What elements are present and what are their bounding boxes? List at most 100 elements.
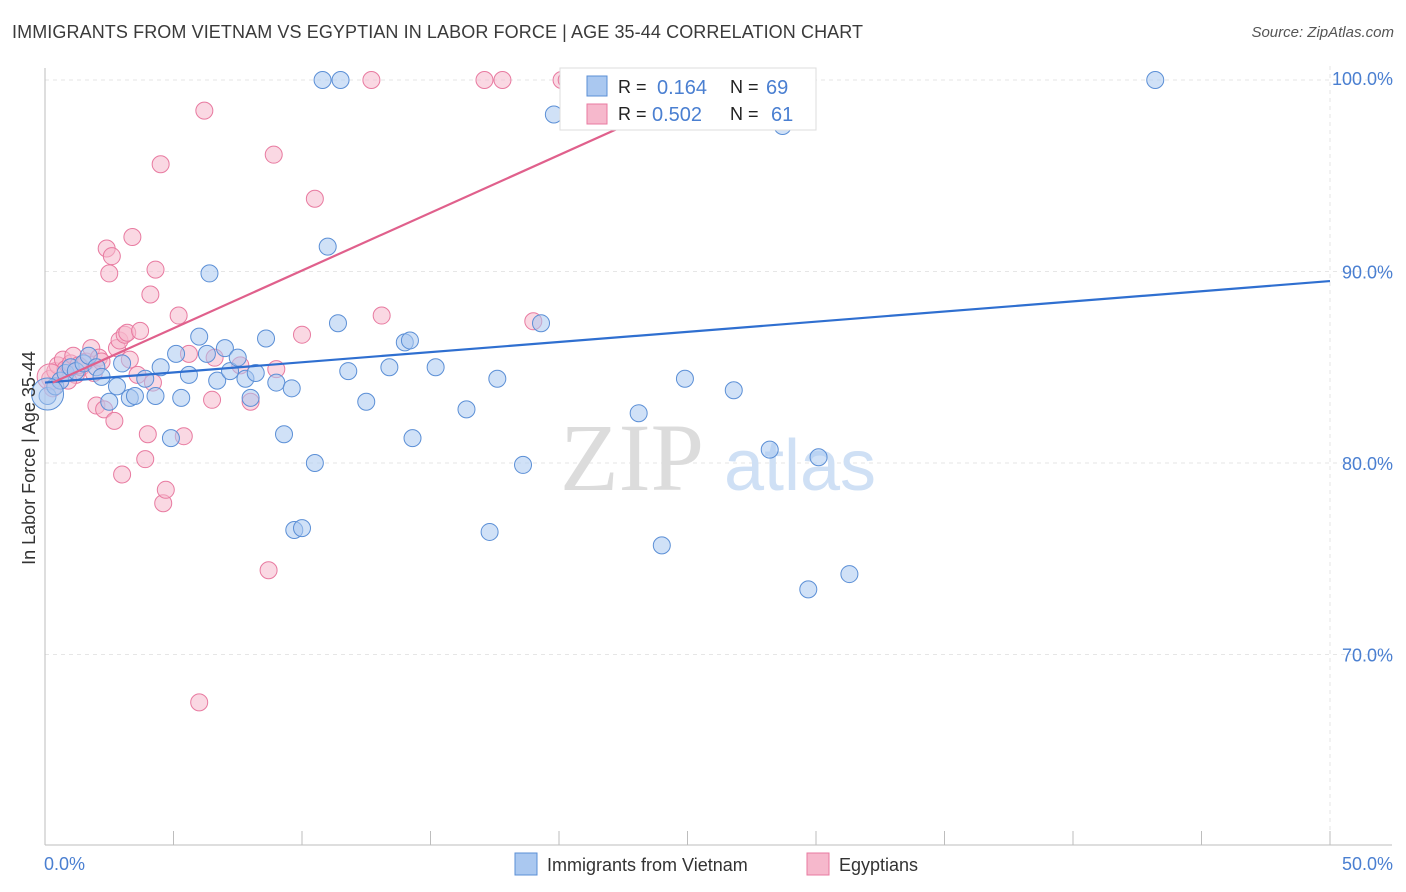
egyptians-point (190, 693, 209, 712)
watermark-zip: ZIP (560, 404, 704, 511)
vietnam-point (125, 386, 144, 405)
vietnam-point (313, 71, 332, 89)
vietnam-point (629, 404, 648, 423)
watermark: ZIP atlas (560, 404, 876, 511)
vietnam-point (179, 365, 198, 384)
egyptians-point (102, 247, 121, 266)
stats-n-value-2: 61 (771, 104, 793, 126)
y-axis-label: In Labor Force | Age 35-44 (19, 351, 39, 565)
vietnam-point (532, 314, 551, 333)
source-credit: Source: ZipAtlas.com (1251, 24, 1394, 41)
vietnam-point (724, 381, 743, 400)
vietnam-point (480, 522, 499, 541)
vietnam-point (403, 429, 422, 448)
egyptians-point (169, 306, 188, 325)
vietnam-point (113, 354, 132, 373)
stats-legend: R = 0.164 N = 69 R = 0.502 N = 61 (559, 67, 817, 131)
vietnam-point (282, 379, 301, 398)
egyptians-point (100, 264, 119, 283)
egyptians-point (123, 228, 142, 247)
egyptians-point (362, 71, 381, 89)
legend-swatch-vietnam (514, 852, 538, 876)
stats-n-label-2: N = (730, 104, 759, 124)
vietnam-point (215, 339, 234, 358)
vietnam-point (305, 454, 324, 472)
egyptians-point (136, 450, 155, 469)
egyptians-point (372, 306, 391, 325)
egyptians-point (141, 285, 160, 304)
vietnam-point (675, 369, 694, 388)
stats-r-value-2: 0.502 (652, 104, 702, 126)
stats-swatch-egyptians (586, 103, 608, 125)
y-tick-labels: 70.0% 80.0% 90.0% 100.0% (1332, 69, 1393, 666)
vietnam-point (136, 369, 155, 388)
egyptians-point (259, 561, 278, 580)
y-tick-label: 100.0% (1332, 69, 1393, 89)
x-tick-label: 0.0% (44, 854, 85, 874)
vietnam-point (197, 344, 216, 363)
egyptians-point (146, 260, 165, 279)
vietnam-point (760, 440, 779, 459)
vietnam-point (161, 429, 180, 448)
stats-r-value-1: 0.164 (657, 77, 707, 99)
vietnam-point (799, 580, 818, 599)
stats-n-value-1: 69 (766, 77, 788, 99)
vietnam-point (246, 363, 265, 382)
egyptians-point (105, 411, 124, 430)
egyptians-point (293, 325, 311, 344)
vietnam-point (488, 369, 507, 388)
chart-title: IMMIGRANTS FROM VIETNAM VS EGYPTIAN IN L… (12, 22, 864, 42)
vietnam-point (208, 371, 227, 390)
vietnam-point (331, 71, 350, 89)
legend-swatch-egyptians (806, 852, 830, 876)
vietnam-point (100, 392, 119, 411)
x-tick-labels: 0.0% 50.0% (44, 854, 1393, 874)
grid-lines (45, 66, 1392, 845)
egyptians-point (264, 145, 283, 164)
x-tick-label: 50.0% (1342, 854, 1393, 874)
egyptians-point (156, 480, 175, 499)
vietnam-point (293, 519, 311, 538)
vietnam-point (151, 358, 170, 377)
legend-label-egyptians: Egyptians (839, 855, 918, 875)
egyptians-point (113, 465, 132, 484)
vietnam-point (400, 331, 419, 350)
vietnam-point (172, 388, 191, 407)
vietnam-point (241, 388, 260, 407)
vietnam-point (1146, 71, 1165, 89)
y-tick-label: 70.0% (1342, 646, 1393, 666)
vietnam-point (267, 373, 286, 392)
vietnam-point (809, 448, 828, 467)
y-tick-label: 80.0% (1342, 454, 1393, 474)
vietnam-point (200, 264, 219, 283)
stats-r-label-1: R = (618, 77, 647, 97)
vietnam-point (257, 329, 276, 348)
vietnam-point (457, 400, 476, 419)
vietnam-point (514, 455, 533, 474)
vietnam-point (318, 237, 337, 256)
axes (44, 68, 1392, 846)
vietnam-cluster-point (31, 377, 65, 411)
series-legend: Immigrants from Vietnam Egyptians (514, 852, 918, 876)
watermark-atlas: atlas (724, 426, 876, 506)
vietnam-point (228, 348, 247, 367)
egyptians-point (151, 155, 170, 174)
legend-label-vietnam: Immigrants from Vietnam (547, 855, 748, 875)
egyptians-point (305, 189, 324, 208)
vietnam-point (357, 392, 376, 411)
vietnam-points (31, 71, 1165, 599)
egyptians-point (195, 101, 214, 120)
egyptians-point (131, 321, 150, 340)
vietnam-point (275, 425, 294, 444)
egyptians-point (493, 71, 512, 89)
egyptians-point (475, 71, 494, 89)
egyptians-point (138, 425, 157, 444)
vietnam-point (426, 358, 445, 377)
vietnam-point (328, 314, 347, 333)
stats-r-label-2: R = (618, 104, 647, 124)
vietnam-point (652, 536, 671, 555)
egyptians-point (203, 390, 222, 409)
vietnam-point (339, 362, 358, 381)
vietnam-point (840, 565, 859, 584)
